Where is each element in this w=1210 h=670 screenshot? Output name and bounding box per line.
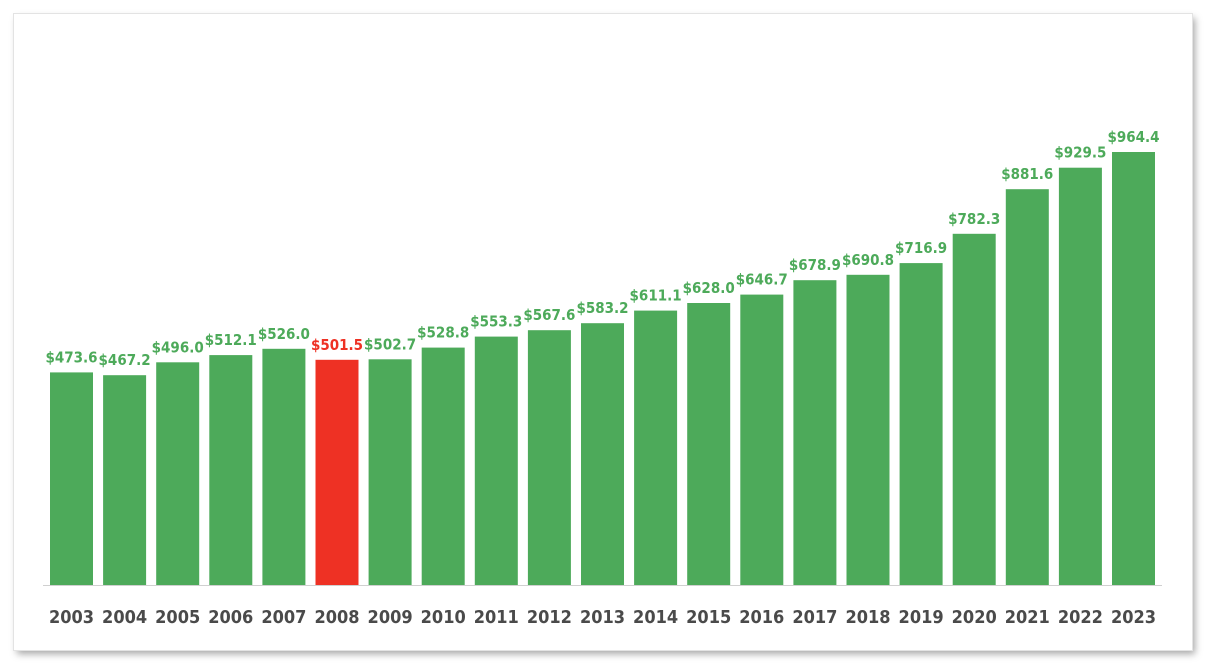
bar-2014 bbox=[634, 310, 678, 585]
bar-2023 bbox=[1112, 152, 1155, 585]
value-label-2006: $512.1 bbox=[205, 331, 257, 349]
value-label-2022: $929.5 bbox=[1054, 144, 1106, 162]
bar-2003 bbox=[50, 372, 93, 585]
value-label-2007: $526.0 bbox=[258, 325, 310, 343]
x-tick-label-2006: 2006 bbox=[208, 607, 253, 628]
x-tick-label-2009: 2009 bbox=[368, 607, 413, 628]
bar-2016 bbox=[740, 294, 784, 585]
x-tick-label-2022: 2022 bbox=[1058, 607, 1103, 628]
value-label-2023: $964.4 bbox=[1107, 128, 1159, 146]
value-label-2004: $467.2 bbox=[99, 351, 151, 369]
x-tick-label-2017: 2017 bbox=[792, 607, 837, 628]
bar-2006 bbox=[209, 355, 253, 585]
x-tick-label-2004: 2004 bbox=[102, 607, 147, 628]
bar-2019 bbox=[899, 263, 943, 585]
x-tick-label-2010: 2010 bbox=[421, 607, 466, 628]
value-labels-group: $473.6 $467.2$496.0 $512.1 $526.0$501.5 $502… bbox=[45, 128, 1159, 369]
value-label-2021: $881.6 bbox=[1001, 165, 1053, 183]
bar-2007 bbox=[262, 348, 306, 585]
bar-2005 bbox=[156, 362, 200, 585]
bar-2017 bbox=[793, 280, 837, 585]
x-tick-label-2019: 2019 bbox=[899, 607, 944, 628]
value-label-2015: $628.0 bbox=[683, 279, 735, 297]
value-label-2003: $473.6 bbox=[45, 348, 97, 366]
x-tick-label-2013: 2013 bbox=[580, 607, 625, 628]
value-label-2005: $496.0 bbox=[152, 338, 204, 356]
value-label-2011: $553.3 bbox=[470, 313, 522, 331]
value-label-2014: $611.1 bbox=[630, 287, 682, 305]
value-label-2013: $583.2 bbox=[576, 299, 628, 317]
value-label-2017: $678.9 bbox=[789, 256, 841, 274]
value-label-2010: $528.8 bbox=[417, 324, 469, 342]
bars-group bbox=[50, 152, 1155, 586]
value-label-2019: $716.9 bbox=[895, 239, 947, 257]
x-tick-label-2020: 2020 bbox=[952, 607, 997, 628]
x-tick-label-2012: 2012 bbox=[527, 607, 572, 628]
value-label-2018: $690.8 bbox=[842, 251, 894, 269]
bar-2021 bbox=[1005, 189, 1049, 585]
x-tick-label-2007: 2007 bbox=[261, 607, 306, 628]
x-tick-label-2015: 2015 bbox=[686, 607, 731, 628]
bar-2004 bbox=[103, 375, 147, 585]
value-label-2020: $782.3 bbox=[948, 210, 1000, 228]
x-tick-label-2003: 2003 bbox=[49, 607, 94, 628]
bar-2008 bbox=[315, 359, 359, 585]
value-label-2012: $567.6 bbox=[523, 306, 575, 324]
x-tick-labels-group: 2003 2004 2005 2006 2007 2008 2009 2010 2011 2012… bbox=[49, 607, 1156, 628]
bar-2022 bbox=[1058, 167, 1102, 585]
bar-2015 bbox=[687, 303, 731, 585]
x-tick-label-2008: 2008 bbox=[314, 607, 359, 628]
bar-2012 bbox=[527, 330, 571, 585]
x-tick-label-2014: 2014 bbox=[633, 607, 678, 628]
x-tick-label-2023: 2023 bbox=[1111, 607, 1156, 628]
x-tick-label-2016: 2016 bbox=[739, 607, 784, 628]
x-tick-label-2021: 2021 bbox=[1005, 607, 1050, 628]
value-label-2016: $646.7 bbox=[736, 271, 788, 289]
bar-2013 bbox=[581, 323, 624, 585]
x-tick-label-2005: 2005 bbox=[155, 607, 200, 628]
x-tick-label-2018: 2018 bbox=[845, 607, 890, 628]
x-tick-label-2011: 2011 bbox=[474, 607, 519, 628]
bar-2020 bbox=[952, 233, 996, 586]
bar-2010 bbox=[421, 347, 465, 585]
value-label-2009: $502.7 bbox=[364, 335, 416, 353]
bar-2018 bbox=[846, 274, 890, 585]
bar-2009 bbox=[368, 359, 412, 585]
value-label-2008: $501.5 bbox=[311, 336, 363, 354]
bar-2011 bbox=[474, 336, 518, 585]
